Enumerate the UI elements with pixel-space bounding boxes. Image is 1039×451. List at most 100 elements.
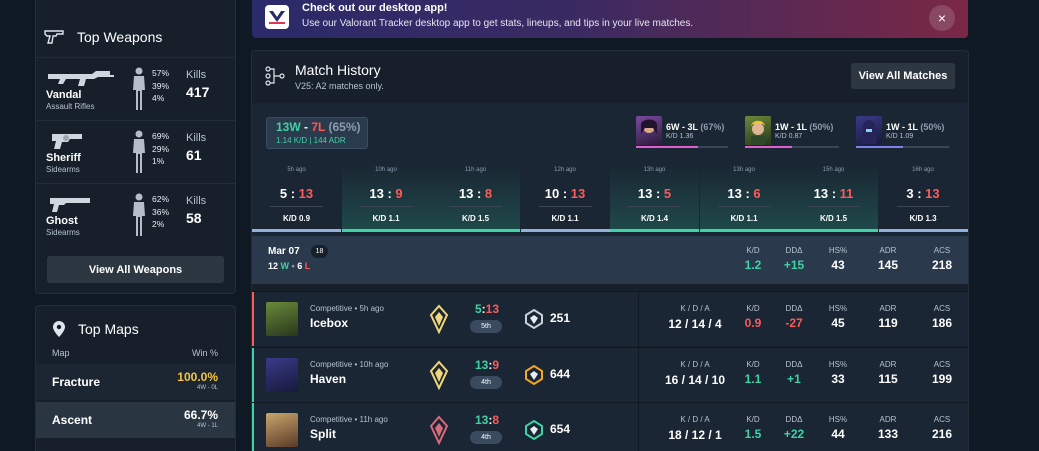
weapon-row-ghost[interactable]: Ghost Sidearms 62% 36% 2% Kills 58 — [36, 183, 235, 246]
view-all-weapons-button[interactable]: View All Weapons — [47, 256, 224, 283]
day-adr: ADR 145 — [877, 246, 899, 272]
kills-value: 417 — [186, 84, 210, 100]
head-pct: 69% — [152, 131, 170, 141]
weapon-row-sheriff[interactable]: Sheriff Sidearms 69% 29% 1% Kills 61 — [36, 120, 235, 183]
weapon-row-vandal[interactable]: Vandal Assault Rifles 57% 39% 4% Kills 4… — [36, 57, 235, 120]
kills-value: 61 — [186, 147, 202, 163]
weapon-name: Ghost — [46, 215, 78, 227]
bracket-icon — [265, 66, 285, 86]
agent-kd: K/D 0.87 — [775, 133, 803, 140]
kills-label: Kills — [186, 195, 207, 207]
match-hs: HS% 44 — [828, 415, 848, 441]
desktop-app-banner[interactable]: Check out our desktop app! Use our Valor… — [252, 0, 968, 38]
recent-match-col[interactable]: 15h ago 13 : 11 K/D 1.5 — [789, 164, 878, 232]
recent-match-col[interactable]: 13h ago 13 : 6 K/D 1.1 — [699, 164, 789, 232]
agent-stat-omen[interactable]: 1W - 1L (50%) K/D 1.09 — [856, 116, 949, 149]
banner-close-button[interactable]: × — [929, 5, 955, 31]
recent-match-col[interactable]: 11h ago 13 : 8 K/D 1.5 — [431, 164, 520, 232]
kda-value: 12 / 14 / 4 — [668, 317, 722, 331]
match-row[interactable]: Competitive • 5h ago Icebox 5:13 5th 251 K / … — [252, 291, 968, 346]
day-record: 12 W • 6 L — [268, 261, 311, 271]
agent-reyna-portrait — [636, 116, 662, 145]
agent-record: 1W - 1L (50%) — [886, 122, 945, 132]
agent-winrate-bar — [856, 146, 949, 148]
agent-record: 6W - 3L (67%) — [666, 122, 725, 132]
tracker-logo-icon — [265, 5, 289, 29]
day-hs: HS% 43 — [828, 246, 848, 272]
match-placement: 4th — [470, 375, 502, 389]
map-record: 4W - 1L — [196, 423, 218, 429]
recent-ago: 11h ago — [464, 167, 487, 173]
result-bar — [252, 229, 341, 232]
map-row-fracture[interactable]: Fracture 100.0% 4W - 0L — [36, 364, 235, 400]
agent-kd: K/D 1.36 — [666, 133, 694, 140]
win-column-header: Win % — [192, 348, 219, 358]
recent-kd: K/D 1.1 — [551, 214, 579, 223]
recent-ago: 5h ago — [287, 167, 306, 173]
recent-ago: 16h ago — [912, 167, 934, 173]
recent-ago: 10h ago — [375, 167, 397, 173]
recent-kd: K/D 0.9 — [282, 214, 311, 223]
recent-score: 13 : 6 — [727, 186, 761, 201]
head-pct: 62% — [152, 194, 170, 204]
body-pct: 29% — [152, 143, 170, 154]
agent-winrate-bar — [745, 146, 839, 148]
vandal-icon — [48, 71, 114, 86]
agent-record: 1W - 1L (50%) — [775, 122, 834, 132]
day-ddelta: DDΔ +15 — [783, 246, 805, 272]
divider — [449, 206, 502, 207]
recent-match-col[interactable]: 10h ago 13 : 9 K/D 1.1 — [341, 164, 431, 232]
agent-killjoy-portrait — [745, 116, 771, 145]
map-row-ascent[interactable]: Ascent 66.7% 4W - 1L — [36, 402, 235, 438]
recent-ago: 13h ago — [643, 167, 666, 173]
agent-kd: K/D 1.09 — [886, 133, 914, 140]
gun-icon — [44, 30, 64, 44]
agent-stat-reyna[interactable]: 6W - 3L (67%) K/D 1.36 — [636, 116, 728, 149]
recent-match-col[interactable]: 5h ago 5 : 13 K/D 0.9 — [252, 164, 341, 232]
result-bar — [431, 229, 520, 232]
kills-label: Kills — [186, 132, 207, 144]
recent-match-col[interactable]: 13h ago 13 : 5 K/D 1.4 — [610, 164, 699, 232]
hit-percentages: 69% 29% 1% — [152, 130, 169, 168]
divider — [638, 403, 639, 451]
divider — [359, 206, 413, 207]
result-bar — [789, 229, 878, 232]
weapon-category: Sidearms — [46, 165, 80, 174]
view-all-matches-button[interactable]: View All Matches — [851, 63, 955, 89]
divider — [807, 206, 860, 207]
match-map: Haven — [310, 371, 347, 386]
weapon-name: Sheriff — [46, 152, 81, 164]
result-edge — [252, 292, 254, 346]
rr-value: 654 — [550, 422, 571, 436]
recent-match-col[interactable]: 12h ago 10 : 13 K/D 1.1 — [520, 164, 610, 232]
agent-omen-portrait — [856, 116, 882, 145]
match-adr: ADR 133 — [877, 415, 899, 441]
sheriff-icon — [52, 134, 82, 149]
match-score: 5:13 — [474, 302, 500, 316]
recent-kd: K/D 1.5 — [819, 214, 848, 223]
day-summary-row: Mar 07 18 12 W • 6 L K/D 1.2 DDΔ +15 HS% 43… — [252, 236, 968, 284]
agent-portrait — [266, 413, 298, 447]
match-history-subtitle: V25: A2 matches only. — [295, 81, 384, 91]
map-record: 4W - 0L — [196, 385, 218, 391]
legs-pct: 4% — [152, 93, 165, 103]
kda-label: K / D / A — [680, 415, 710, 424]
body-silhouette-icon — [133, 193, 145, 236]
divider — [638, 347, 639, 402]
kda-value: 18 / 12 / 1 — [668, 428, 722, 442]
recent-match-col[interactable]: 16h ago 3 : 13 K/D 1.3 — [878, 164, 968, 232]
overall-record-line: 13W - 7L (65%) — [276, 120, 361, 134]
recent-score: 13 : 8 — [458, 186, 493, 201]
rr-emblem-icon — [525, 309, 543, 329]
rank-icon — [429, 304, 449, 334]
legs-pct: 2% — [152, 219, 165, 229]
body-pct: 39% — [152, 80, 170, 91]
divider — [896, 206, 950, 207]
divider — [628, 206, 681, 207]
match-mode: Competitive • 11h ago — [310, 415, 388, 424]
match-row[interactable]: Competitive • 11h ago Split 13:8 4th 654 K / … — [252, 402, 968, 451]
match-row[interactable]: Competitive • 10h ago Haven 13:9 4th 644 K / … — [252, 346, 968, 402]
match-hs: HS% 33 — [828, 359, 848, 386]
result-bar — [520, 229, 610, 232]
agent-stat-killjoy[interactable]: 1W - 1L (50%) K/D 0.87 — [745, 116, 839, 149]
